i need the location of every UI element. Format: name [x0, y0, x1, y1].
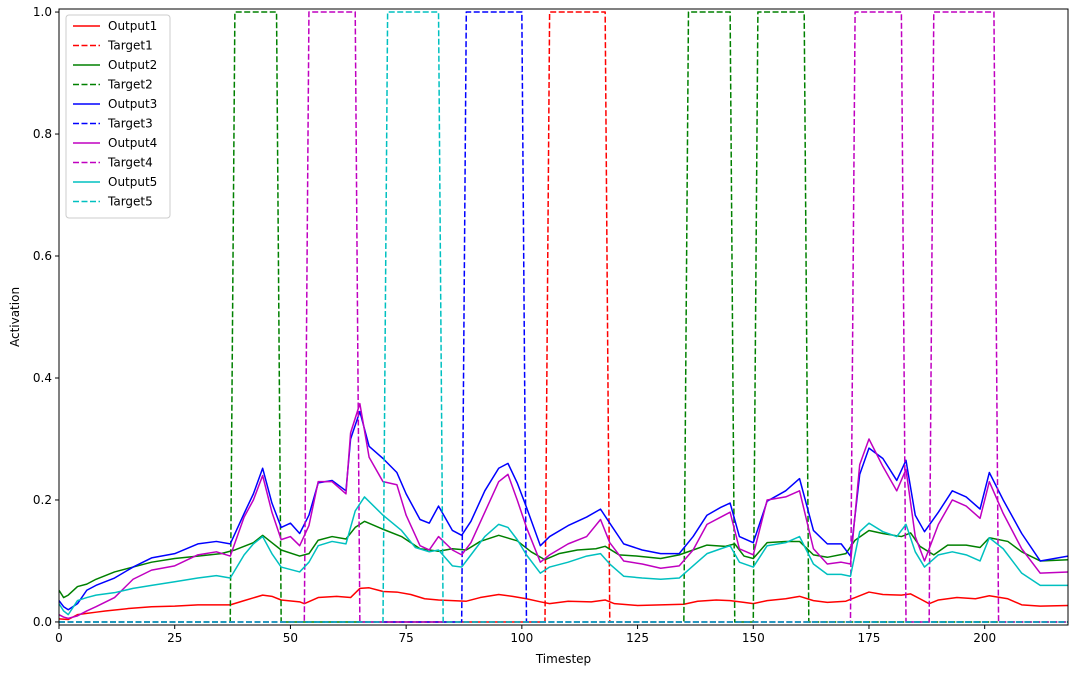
series-line-output5: [59, 496, 1068, 616]
legend-label-output4: Output4: [108, 136, 157, 150]
x-tick-label: 100: [510, 631, 533, 645]
series-layer: [59, 11, 1068, 623]
y-axis: 0.0 0.2 0.4 0.6 0.8 1.0: [33, 5, 59, 629]
series-line-output3: [59, 410, 1068, 611]
x-tick-label: 25: [167, 631, 182, 645]
y-axis-title: Activation: [8, 287, 22, 347]
series-line-output4: [59, 402, 1068, 620]
x-tick-label: 50: [283, 631, 298, 645]
x-tick-label: 150: [742, 631, 765, 645]
series-line-output1: [59, 587, 1068, 621]
x-tick-label: 75: [398, 631, 413, 645]
legend: Output1 Target1 Output2 Target2 Output3 Targe…: [65, 14, 171, 219]
legend-label-output1: Output1: [108, 19, 157, 33]
legend-label-target5: Target5: [107, 195, 153, 209]
legend-label-target4: Target4: [107, 156, 153, 170]
series-line-target2: [59, 11, 1068, 623]
y-tick-label: 0.4: [33, 371, 52, 385]
legend-label-target3: Target3: [107, 117, 153, 131]
y-tick-label: 0.2: [33, 493, 52, 507]
legend-label-output2: Output2: [108, 58, 157, 72]
x-tick-label: 200: [973, 631, 996, 645]
legend-label-output5: Output5: [108, 175, 157, 189]
y-tick-label: 0.8: [33, 127, 52, 141]
series-line-target4: [59, 11, 1068, 623]
x-tick-label: 0: [55, 631, 63, 645]
x-axis-title: Timestep: [535, 652, 591, 666]
x-tick-label: 125: [626, 631, 649, 645]
plot-frame: [58, 8, 1069, 626]
y-tick-label: 0.0: [33, 615, 52, 629]
x-tick-label: 175: [858, 631, 881, 645]
y-tick-label: 0.6: [33, 249, 52, 263]
x-axis: 0 25 50 75 100 125 150 175 200: [55, 625, 996, 645]
legend-label-target2: Target2: [107, 78, 153, 92]
legend-label-target1: Target1: [107, 39, 153, 53]
legend-label-output3: Output3: [108, 97, 157, 111]
y-tick-label: 1.0: [33, 5, 52, 19]
